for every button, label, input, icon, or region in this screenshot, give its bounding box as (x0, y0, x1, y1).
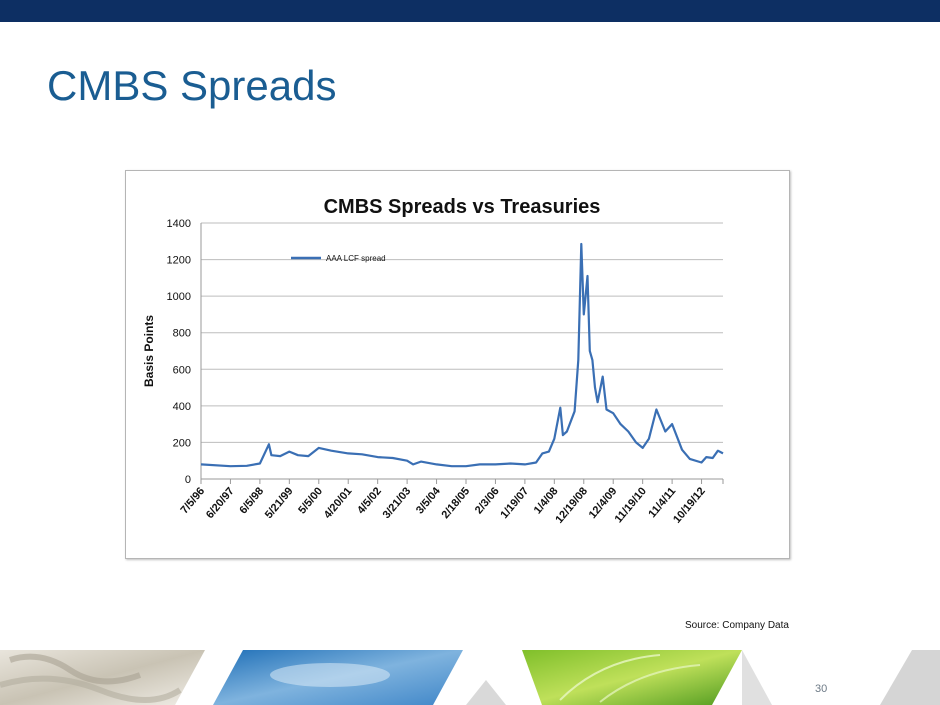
y-tick-label: 1400 (167, 218, 191, 230)
gray-triangle-right (880, 650, 940, 705)
cmbs-spreads-chart: CMBS Spreads vs Treasuries 0 200 400 600 800 1… (142, 196, 724, 526)
x-tick-label: 12/19/08 (553, 485, 590, 526)
x-tick-label: 11/19/10 (613, 485, 649, 525)
decorative-photo-strip (0, 650, 940, 705)
x-tick-label: 6/20/97 (204, 485, 237, 521)
y-tick-label: 0 (185, 474, 191, 486)
x-tick-label: 1/4/08 (532, 485, 561, 516)
legend-label: AAA LCF spread (326, 254, 386, 263)
top-banner-bar (0, 0, 940, 22)
source-note: Source: Company Data (685, 620, 789, 631)
x-tick-label: 2/3/06 (473, 485, 502, 516)
rope-image (0, 650, 205, 705)
gray-triangle-left (466, 680, 506, 705)
x-tick-label: 10/19/12 (671, 485, 708, 526)
y-tick-label: 200 (173, 437, 191, 449)
x-tick-label: 4/20/01 (322, 485, 355, 521)
x-tick-label: 3/5/04 (414, 485, 443, 517)
series-line-0 (200, 242, 724, 468)
slide-title: CMBS Spreads (47, 62, 337, 109)
y-axis-label: Basis Points (142, 315, 156, 387)
x-tick-label: 5/5/00 (296, 485, 325, 516)
page-number: 30 (815, 683, 828, 695)
y-tick-label: 600 (173, 364, 191, 376)
x-tick-label: 2/18/05 (440, 485, 473, 521)
x-tick-label: 5/21/99 (263, 485, 296, 521)
chart-container: CMBS Spreads vs Treasuries 0 200 400 600 800 1… (125, 170, 790, 559)
y-tick-label: 400 (173, 401, 191, 413)
leaf-image (522, 650, 742, 705)
y-tick-label: 1000 (167, 291, 191, 303)
gray-triangle-middle (742, 650, 772, 705)
x-tick-label: 4/5/02 (355, 485, 384, 516)
y-tick-label: 800 (173, 328, 191, 340)
y-tick-label: 1200 (167, 255, 191, 267)
x-tick-label: 3/21/03 (381, 485, 414, 521)
x-tick-label: 1/19/07 (498, 485, 531, 521)
chart-title: CMBS Spreads vs Treasuries (324, 196, 601, 218)
x-tick-label: 6/5/98 (237, 485, 266, 516)
x-tick-label: 7/5/96 (178, 485, 207, 516)
